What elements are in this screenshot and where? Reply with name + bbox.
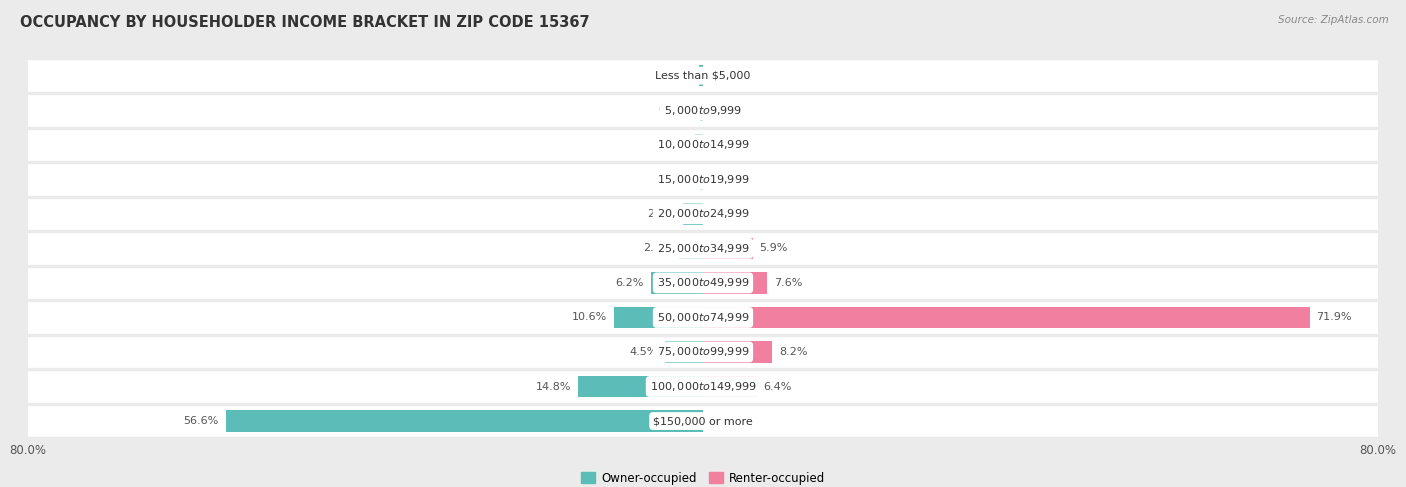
- Bar: [683, 203, 703, 225]
- FancyBboxPatch shape: [28, 162, 1378, 197]
- FancyBboxPatch shape: [28, 93, 1378, 128]
- Text: 0.0%: 0.0%: [710, 71, 738, 81]
- Text: OCCUPANCY BY HOUSEHOLDER INCOME BRACKET IN ZIP CODE 15367: OCCUPANCY BY HOUSEHOLDER INCOME BRACKET …: [20, 15, 589, 30]
- Text: $150,000 or more: $150,000 or more: [654, 416, 752, 426]
- Bar: [578, 376, 703, 397]
- Bar: [699, 65, 703, 86]
- FancyBboxPatch shape: [28, 265, 1378, 300]
- FancyBboxPatch shape: [28, 335, 1378, 369]
- Text: 2.4%: 2.4%: [648, 209, 676, 219]
- Bar: [703, 238, 752, 259]
- Text: 2.9%: 2.9%: [644, 244, 672, 253]
- Text: 0.32%: 0.32%: [658, 174, 693, 184]
- Text: $75,000 to $99,999: $75,000 to $99,999: [657, 345, 749, 358]
- Bar: [651, 272, 703, 294]
- Text: Less than $5,000: Less than $5,000: [655, 71, 751, 81]
- FancyBboxPatch shape: [28, 300, 1378, 335]
- Text: $10,000 to $14,999: $10,000 to $14,999: [657, 138, 749, 151]
- FancyBboxPatch shape: [28, 231, 1378, 265]
- Text: 4.5%: 4.5%: [630, 347, 658, 357]
- Bar: [703, 307, 1309, 328]
- Text: 0.0%: 0.0%: [710, 416, 738, 426]
- Text: $50,000 to $74,999: $50,000 to $74,999: [657, 311, 749, 324]
- Text: $5,000 to $9,999: $5,000 to $9,999: [664, 104, 742, 117]
- Text: 1.0%: 1.0%: [659, 140, 688, 150]
- FancyBboxPatch shape: [28, 197, 1378, 231]
- Text: 0.32%: 0.32%: [658, 105, 693, 115]
- FancyBboxPatch shape: [28, 369, 1378, 404]
- Text: 56.6%: 56.6%: [184, 416, 219, 426]
- Text: 0.0%: 0.0%: [710, 140, 738, 150]
- Bar: [703, 272, 768, 294]
- Bar: [703, 341, 772, 363]
- FancyBboxPatch shape: [28, 404, 1378, 438]
- Bar: [703, 376, 756, 397]
- FancyBboxPatch shape: [28, 58, 1378, 93]
- Text: 8.2%: 8.2%: [779, 347, 807, 357]
- Text: 0.0%: 0.0%: [710, 105, 738, 115]
- Text: 0.45%: 0.45%: [657, 71, 693, 81]
- Text: $15,000 to $19,999: $15,000 to $19,999: [657, 173, 749, 186]
- Bar: [225, 411, 703, 432]
- Text: Source: ZipAtlas.com: Source: ZipAtlas.com: [1278, 15, 1389, 25]
- Text: $100,000 to $149,999: $100,000 to $149,999: [650, 380, 756, 393]
- Bar: [695, 134, 703, 155]
- Text: 7.6%: 7.6%: [773, 278, 803, 288]
- Text: 71.9%: 71.9%: [1316, 313, 1351, 322]
- Text: 5.9%: 5.9%: [759, 244, 787, 253]
- Legend: Owner-occupied, Renter-occupied: Owner-occupied, Renter-occupied: [576, 467, 830, 487]
- Text: 6.4%: 6.4%: [763, 381, 792, 392]
- Text: 14.8%: 14.8%: [536, 381, 571, 392]
- Text: $25,000 to $34,999: $25,000 to $34,999: [657, 242, 749, 255]
- FancyBboxPatch shape: [28, 128, 1378, 162]
- Text: $35,000 to $49,999: $35,000 to $49,999: [657, 277, 749, 289]
- Text: 10.6%: 10.6%: [572, 313, 607, 322]
- Bar: [665, 341, 703, 363]
- Text: $20,000 to $24,999: $20,000 to $24,999: [657, 207, 749, 220]
- Text: 0.0%: 0.0%: [710, 174, 738, 184]
- Text: 0.0%: 0.0%: [710, 209, 738, 219]
- Bar: [679, 238, 703, 259]
- Bar: [700, 169, 703, 190]
- Text: 6.2%: 6.2%: [616, 278, 644, 288]
- Bar: [700, 99, 703, 121]
- Bar: [613, 307, 703, 328]
